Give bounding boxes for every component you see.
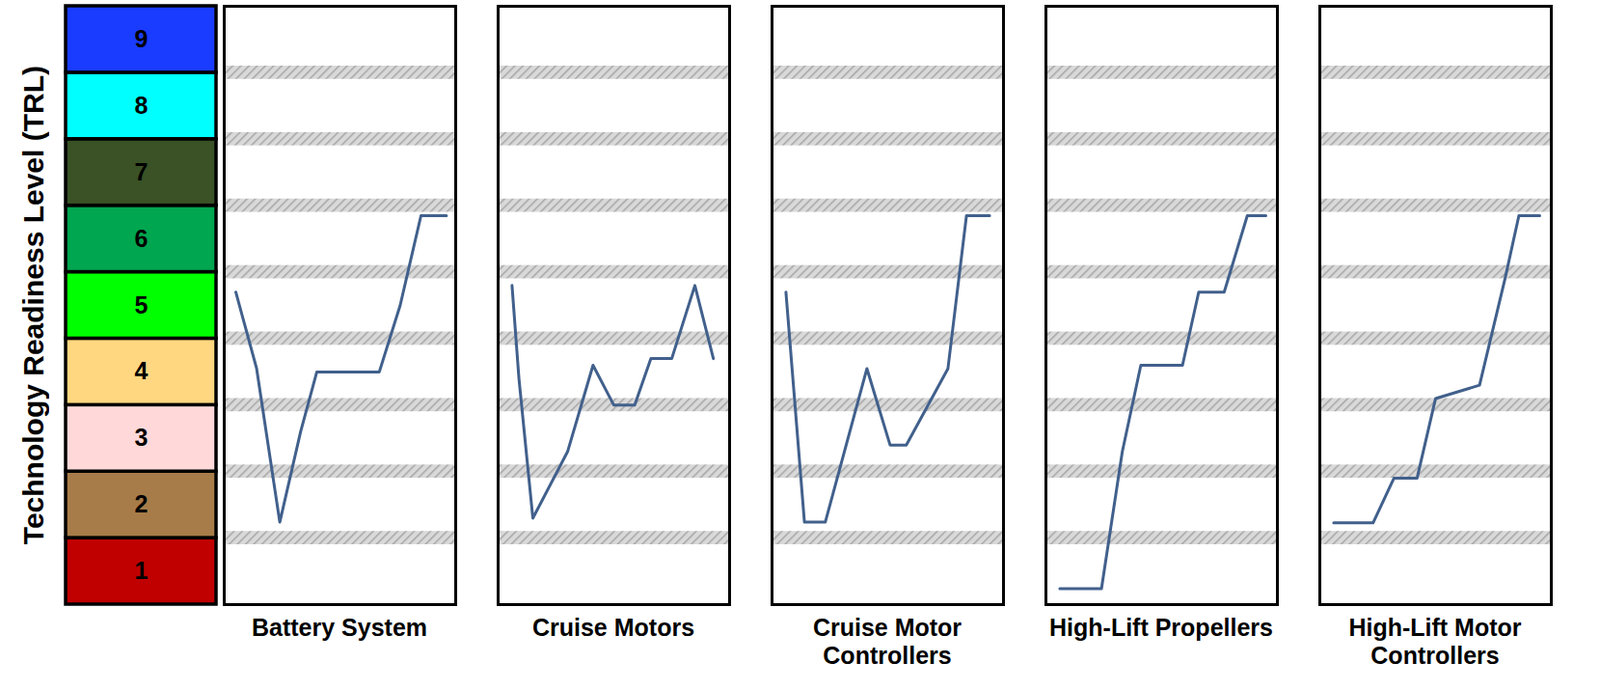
html-text:Battery System: Battery System: [251, 613, 428, 641]
svg-text:9: 9: [135, 25, 149, 53]
html-text:Cruise Motors: Cruise Motors: [532, 613, 695, 641]
svg-text:1: 1: [135, 556, 149, 584]
html-text:Cruise Motor Controllers: Cruise Motor Controllers: [812, 613, 962, 669]
svg-text:3: 3: [135, 423, 149, 451]
svg-text:6: 6: [135, 224, 149, 252]
svg-text:5: 5: [135, 291, 149, 319]
svg-text:7: 7: [135, 158, 149, 186]
svg-text:8: 8: [135, 91, 149, 119]
svg-text:2: 2: [135, 489, 149, 517]
html-text:High-Lift Propellers: High-Lift Propellers: [1049, 613, 1274, 641]
svg-text:4: 4: [135, 356, 149, 384]
html-text:High-Lift Motor Controllers: High-Lift Motor Controllers: [1348, 613, 1522, 669]
html-text:Technology Readiness Level (TR: Technology Readiness Level (TRL): [17, 65, 50, 545]
